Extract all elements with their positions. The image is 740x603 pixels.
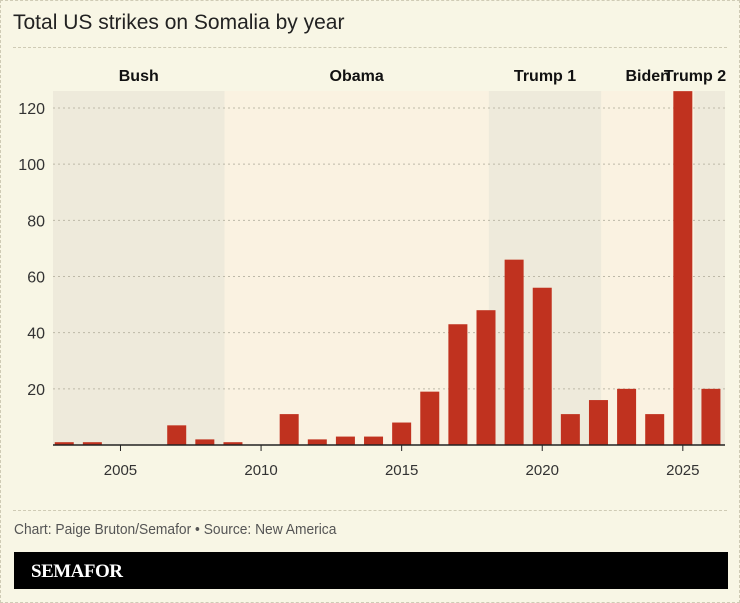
bar-2014 <box>364 436 384 445</box>
bar-2003 <box>54 442 74 445</box>
bar-2022 <box>588 400 608 445</box>
bar-2017 <box>448 324 468 445</box>
era-band <box>224 91 489 445</box>
bar-2021 <box>560 414 580 445</box>
bar-2016 <box>420 391 440 445</box>
x-tick-label: 2015 <box>385 462 418 479</box>
y-tick-label: 80 <box>27 213 45 230</box>
era-band <box>53 91 225 445</box>
bar-2026 <box>701 388 721 445</box>
bar-2009 <box>223 442 243 445</box>
source-credit: Chart: Paige Bruton/Semafor • Source: Ne… <box>14 521 337 538</box>
bar-2023 <box>617 388 637 445</box>
y-tick-label: 40 <box>27 326 45 343</box>
bar-2007 <box>167 425 187 445</box>
bar-2024 <box>645 414 665 445</box>
bar-2018 <box>476 310 496 445</box>
divider <box>13 47 727 48</box>
y-tick-label: 100 <box>18 157 45 174</box>
divider <box>13 510 727 511</box>
chart-title: Total US strikes on Somalia by year <box>13 11 345 34</box>
era-label: Obama <box>330 68 384 85</box>
era-band <box>694 91 725 445</box>
bar-2020 <box>532 287 552 445</box>
bar-2008 <box>195 439 215 445</box>
era-label: Biden <box>625 68 669 85</box>
y-tick-label: 120 <box>18 101 45 118</box>
semafor-logo: SEMAFOR <box>31 561 123 582</box>
bar-2012 <box>307 439 327 445</box>
brand-bar: SEMAFOR <box>14 552 728 589</box>
bar-2011 <box>279 414 299 445</box>
x-tick-label: 2025 <box>666 462 699 479</box>
era-label: Trump 2 <box>664 68 726 85</box>
x-tick-label: 2020 <box>526 462 559 479</box>
bar-2025 <box>673 91 693 446</box>
x-tick-label: 2010 <box>244 462 277 479</box>
era-label: Trump 1 <box>514 68 576 85</box>
bar-2019 <box>504 259 524 445</box>
bar-2004 <box>82 442 102 445</box>
bar-2013 <box>335 436 355 445</box>
x-tick-label: 2005 <box>104 462 137 479</box>
bar-2015 <box>392 422 412 445</box>
y-tick-label: 60 <box>27 270 45 287</box>
y-tick-label: 20 <box>27 382 45 399</box>
era-label: Bush <box>119 68 159 85</box>
